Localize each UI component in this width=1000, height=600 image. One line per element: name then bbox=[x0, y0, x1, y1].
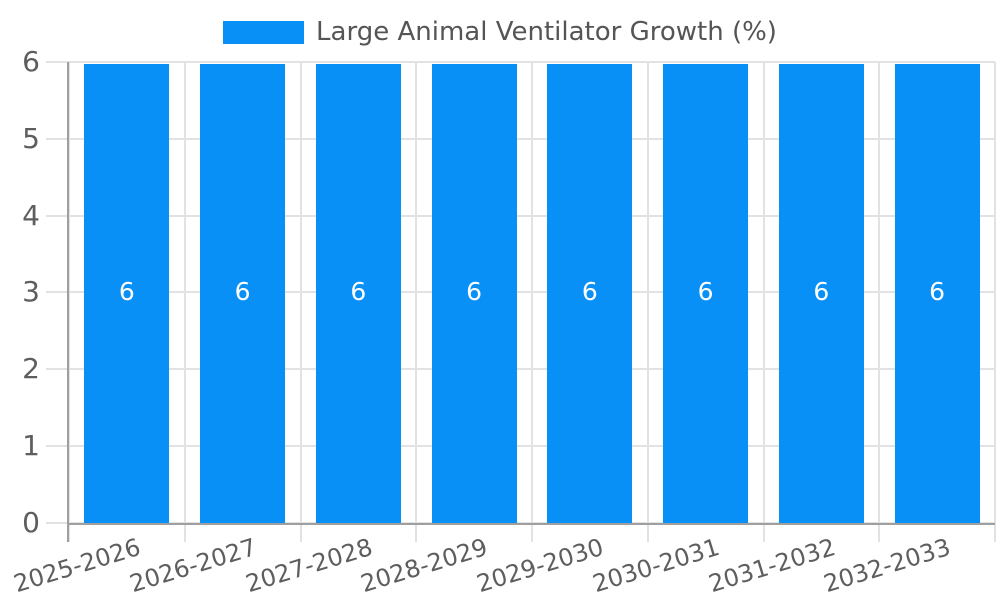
bar-2032-2033 bbox=[894, 63, 980, 523]
bar-value-label: 6 bbox=[813, 277, 830, 307]
bar-value-label: 6 bbox=[929, 277, 946, 307]
legend-color-swatch bbox=[223, 20, 305, 44]
bar-2028-2029 bbox=[431, 63, 517, 523]
bar-value-label: 6 bbox=[466, 277, 483, 307]
x-axis-tick-label: 2026-2027 bbox=[126, 533, 260, 599]
x-axis-tick-label: 2031-2032 bbox=[704, 533, 839, 599]
bar-value-label: 6 bbox=[697, 277, 714, 307]
x-axis-tick-label: 2032-2033 bbox=[820, 533, 955, 599]
y-gridline bbox=[46, 214, 995, 217]
y-axis-tick-label: 5 bbox=[22, 121, 40, 155]
y-axis-tick-label: 4 bbox=[22, 198, 40, 232]
x-axis-tick-label: 2027-2028 bbox=[241, 533, 376, 599]
bar-2027-2028 bbox=[315, 63, 401, 523]
y-axis-line bbox=[66, 62, 69, 542]
x-axis-line bbox=[66, 522, 995, 525]
y-axis-tick-label: 1 bbox=[22, 428, 40, 462]
y-gridline bbox=[46, 368, 995, 370]
bar-value-label: 6 bbox=[350, 277, 367, 307]
x-gridline bbox=[646, 62, 649, 542]
x-axis-tick-label: 2025-2026 bbox=[10, 533, 144, 599]
legend[interactable]: Large Animal Ventilator Growth (%) bbox=[0, 17, 1000, 47]
x-axis-tick-label: 2028-2029 bbox=[357, 533, 492, 599]
bar-2030-2031 bbox=[663, 63, 749, 523]
x-gridline bbox=[299, 62, 302, 542]
x-gridline bbox=[878, 62, 881, 542]
y-gridline bbox=[46, 444, 995, 447]
y-axis-tick-label: 2 bbox=[22, 352, 40, 385]
bar-2025-2026 bbox=[84, 63, 170, 523]
x-gridline bbox=[531, 62, 533, 542]
bar-value-label: 6 bbox=[234, 277, 251, 307]
y-gridline bbox=[46, 291, 995, 294]
x-gridline bbox=[68, 62, 70, 542]
y-gridline bbox=[46, 61, 995, 63]
x-gridline bbox=[183, 62, 186, 542]
y-axis-tick-label: 6 bbox=[22, 45, 40, 78]
bar-value-label: 6 bbox=[581, 277, 598, 307]
x-gridline bbox=[994, 62, 996, 542]
x-gridline bbox=[415, 62, 418, 542]
bar-2029-2030 bbox=[547, 63, 633, 523]
y-gridline bbox=[46, 137, 995, 140]
x-axis-tick-label: 2030-2031 bbox=[589, 533, 723, 599]
x-axis-tick-label: 2029-2030 bbox=[473, 533, 607, 599]
bar-value-label: 6 bbox=[118, 277, 135, 307]
legend-series-label: Large Animal Ventilator Growth (%) bbox=[316, 17, 777, 47]
bar-2031-2032 bbox=[778, 63, 864, 523]
bar-2026-2027 bbox=[200, 63, 286, 523]
y-axis-tick-label: 0 bbox=[22, 505, 40, 539]
y-axis-tick-label: 3 bbox=[22, 275, 40, 309]
x-gridline bbox=[762, 62, 765, 542]
